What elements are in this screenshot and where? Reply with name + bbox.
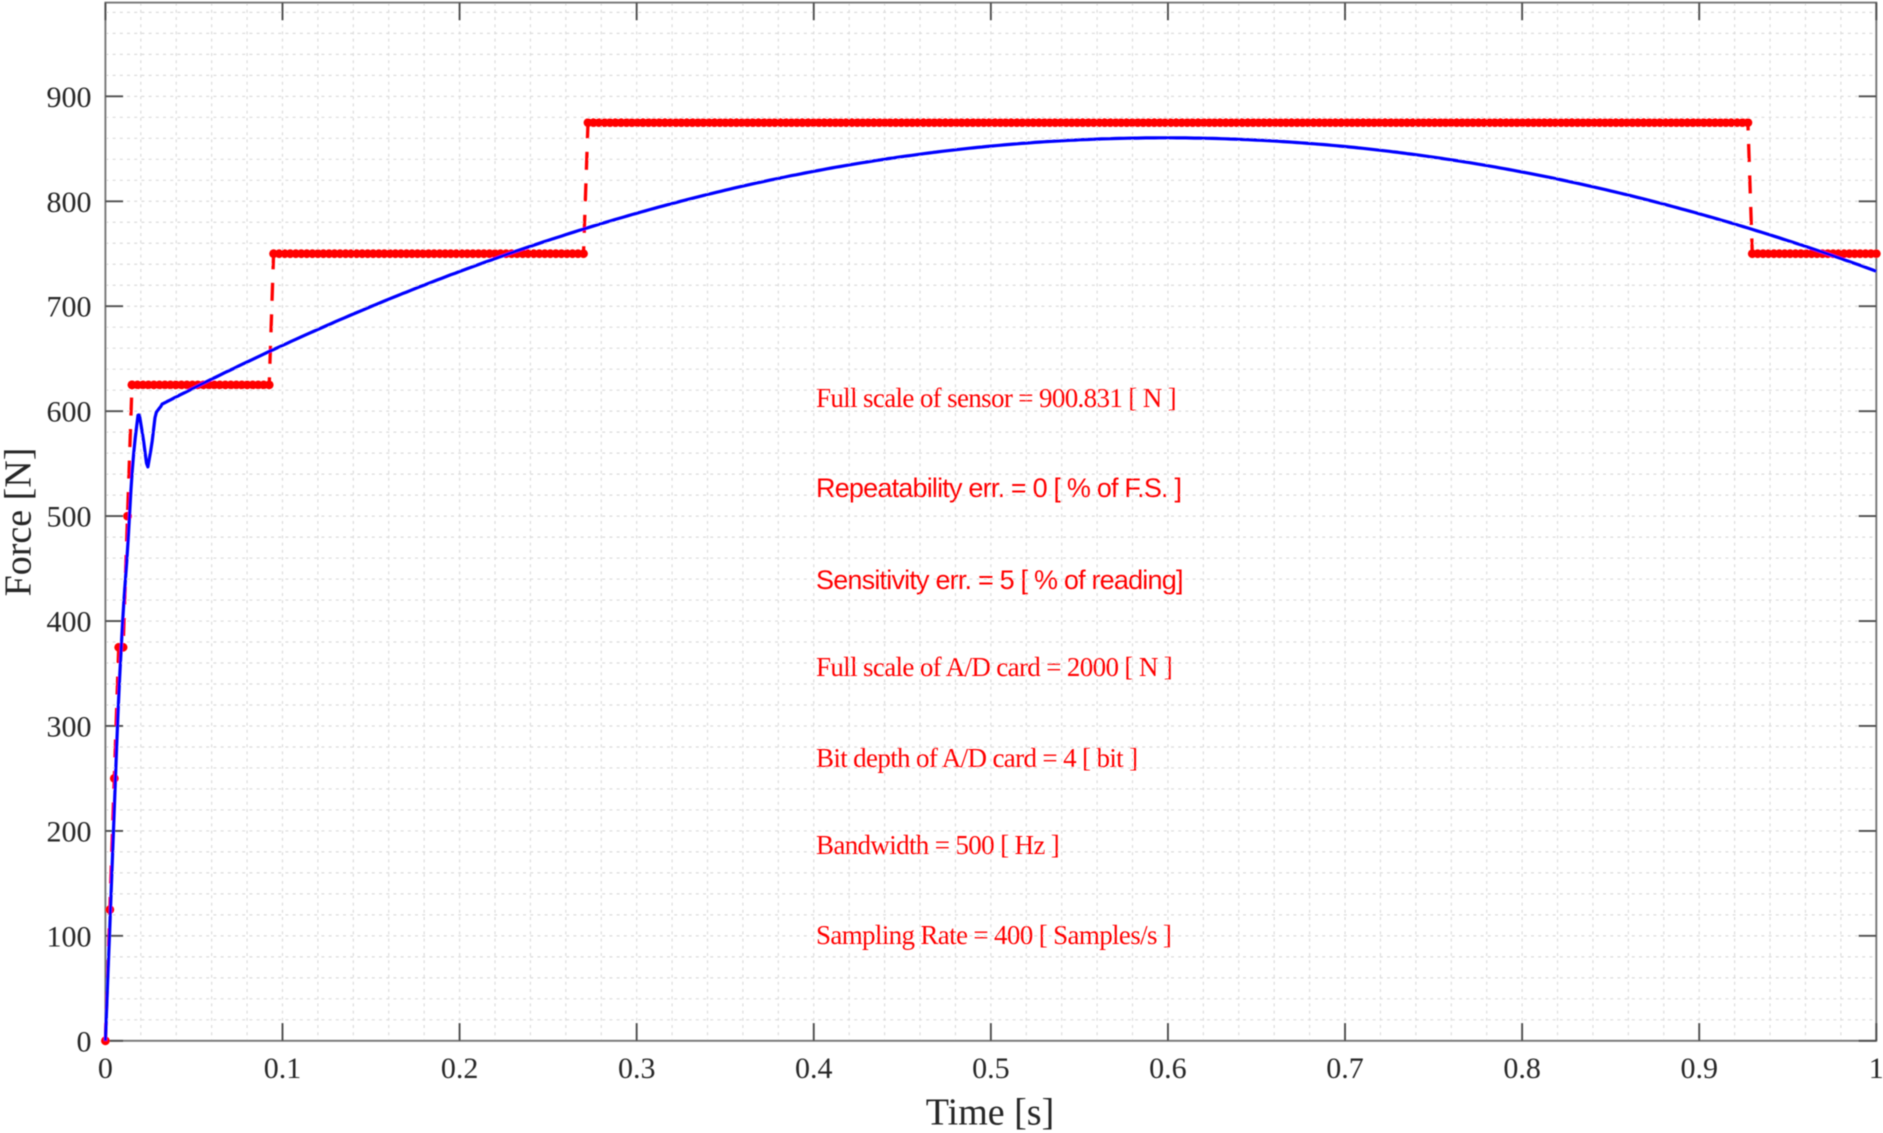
svg-text:Full scale of sensor = 900.831: Full scale of sensor = 900.831 [ N ]	[816, 383, 1176, 413]
svg-text:0: 0	[77, 1025, 92, 1058]
svg-text:1: 1	[1869, 1052, 1883, 1085]
svg-text:0: 0	[98, 1052, 113, 1085]
svg-text:0.7: 0.7	[1326, 1052, 1364, 1085]
svg-text:Repeatability err. = 0 [ % of: Repeatability err. = 0 [ % of F.S. ]	[816, 473, 1181, 503]
svg-text:100: 100	[47, 920, 92, 953]
svg-text:0.8: 0.8	[1503, 1052, 1541, 1085]
svg-text:0.6: 0.6	[1149, 1052, 1187, 1085]
svg-text:700: 700	[47, 291, 92, 324]
svg-text:0.4: 0.4	[795, 1052, 833, 1085]
svg-text:0.2: 0.2	[441, 1052, 479, 1085]
svg-text:Time [s]: Time [s]	[926, 1092, 1054, 1133]
svg-text:200: 200	[47, 815, 92, 848]
svg-text:Sampling Rate = 400 [ Samples/: Sampling Rate = 400 [ Samples/s ]	[816, 920, 1171, 950]
svg-text:Force [N]: Force [N]	[0, 448, 40, 597]
svg-text:900: 900	[47, 81, 92, 114]
svg-text:Bandwidth = 500 [ Hz ]: Bandwidth = 500 [ Hz ]	[816, 830, 1059, 860]
svg-text:Bit depth of A/D card = 4 [ bi: Bit depth of A/D card = 4 [ bit ]	[816, 743, 1137, 773]
svg-text:Sensitivity err. = 5 [ % of re: Sensitivity err. = 5 [ % of reading]	[816, 565, 1183, 595]
svg-text:500: 500	[47, 501, 92, 534]
svg-text:600: 600	[47, 396, 92, 429]
svg-text:400: 400	[47, 606, 92, 639]
svg-text:300: 300	[47, 711, 92, 744]
svg-text:Full scale of A/D card = 2000: Full scale of A/D card = 2000 [ N ]	[816, 652, 1172, 682]
svg-text:0.5: 0.5	[972, 1052, 1010, 1085]
svg-text:800: 800	[47, 186, 92, 219]
svg-text:0.9: 0.9	[1680, 1052, 1718, 1085]
svg-text:0.1: 0.1	[264, 1052, 302, 1085]
svg-text:0.3: 0.3	[618, 1052, 656, 1085]
